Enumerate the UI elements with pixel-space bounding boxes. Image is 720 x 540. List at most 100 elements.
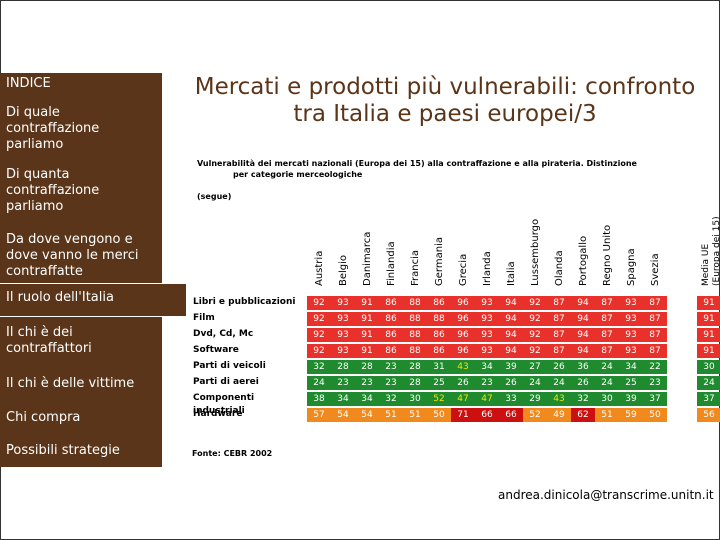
- table-cell: 94: [571, 312, 595, 326]
- table-cell: 26: [571, 376, 595, 390]
- table-cell: 87: [547, 328, 571, 342]
- table-cell: 33: [499, 392, 523, 406]
- table-cell: 47: [451, 392, 475, 406]
- table-cell: 50: [643, 408, 667, 422]
- table-cell: 66: [475, 408, 499, 422]
- table-cell: 28: [355, 360, 379, 374]
- table-cell: 52: [427, 392, 451, 406]
- row-label: Libri e pubblicazioni: [193, 297, 296, 307]
- sidebar-item-da-dove[interactable]: Da dove vengono e dove vanno le merci co…: [6, 232, 139, 279]
- column-header-label: Regno Unito: [602, 224, 613, 286]
- column-header-label: Francia: [410, 249, 421, 286]
- table-cell: 38: [307, 392, 331, 406]
- table-cell: 91: [355, 296, 379, 310]
- table-cell: 92: [307, 296, 331, 310]
- column-header-label: Media UE (Europa dei 15): [701, 216, 720, 286]
- table-cell: 93: [475, 344, 499, 358]
- table-cell: 87: [547, 344, 571, 358]
- page-title: Mercati e prodotti più vulnerabili: conf…: [194, 74, 696, 127]
- column-header-label: Svezia: [650, 253, 661, 286]
- table-cell: 23: [379, 376, 403, 390]
- table-cell: 88: [427, 312, 451, 326]
- sidebar-item-chi-compra[interactable]: Chi compra: [6, 410, 81, 425]
- table-cell: 87: [643, 312, 667, 326]
- table-cell: 92: [307, 312, 331, 326]
- table-cell: 50: [427, 408, 451, 422]
- column-header: Francia: [403, 216, 425, 286]
- table-cell: 39: [499, 360, 523, 374]
- table-cell: 27: [523, 360, 547, 374]
- table-cell: 93: [619, 328, 643, 342]
- table-cell: 24: [307, 376, 331, 390]
- column-header-label: Germania: [434, 237, 445, 286]
- table-cell: 93: [331, 328, 355, 342]
- table-cell: 71: [451, 408, 475, 422]
- table-cell: 92: [523, 312, 547, 326]
- column-header: Lussemburgo: [523, 216, 545, 286]
- column-header-label: Austria: [314, 250, 325, 286]
- column-header: Germania: [427, 216, 449, 286]
- footer-email[interactable]: andrea.dinicola@transcrime.unitn.it: [498, 488, 714, 502]
- table-cell: 87: [595, 296, 619, 310]
- column-header: Portogallo: [571, 216, 593, 286]
- table-cell: 93: [475, 328, 499, 342]
- table-cell: 91: [355, 312, 379, 326]
- table-cell: 24: [595, 376, 619, 390]
- column-header: Grecia: [451, 216, 473, 286]
- column-header: Finlandia: [379, 216, 401, 286]
- sidebar-item-quale[interactable]: Di quale contraffazione parliamo: [6, 105, 100, 152]
- column-header-label: Grecia: [458, 253, 469, 286]
- table-cell: 91: [355, 328, 379, 342]
- table-cell: 94: [571, 344, 595, 358]
- table-cell: 94: [499, 344, 523, 358]
- column-header-label: Italia: [506, 261, 517, 286]
- table-cell: 87: [595, 344, 619, 358]
- table-cell: 92: [307, 344, 331, 358]
- table-cell: 28: [403, 376, 427, 390]
- table-cell: 37: [643, 392, 667, 406]
- table-cell: 91: [697, 296, 720, 310]
- table-cell: 87: [595, 312, 619, 326]
- table-cell: 87: [547, 296, 571, 310]
- table-cell: 32: [379, 392, 403, 406]
- table-cell: 86: [427, 296, 451, 310]
- table-cell: 32: [571, 392, 595, 406]
- table-cell: 96: [451, 312, 475, 326]
- table-cell: 26: [547, 360, 571, 374]
- table-cell: 62: [571, 408, 595, 422]
- table-cell: 24: [547, 376, 571, 390]
- table-cell: 88: [403, 296, 427, 310]
- table-cell: 39: [619, 392, 643, 406]
- sidebar-item-chi-vittime[interactable]: Il chi è delle vittime: [6, 376, 135, 391]
- table-cell: 37: [697, 392, 720, 406]
- table-subtitle: Vulnerabilità dei mercati nazionali (Eur…: [197, 158, 677, 180]
- row-label: Parti di aerei: [193, 377, 259, 387]
- table-cell: 34: [475, 360, 499, 374]
- table-cell: 49: [547, 408, 571, 422]
- column-header: Austria: [307, 216, 329, 286]
- row-label: Software: [193, 345, 239, 355]
- table-cell: 86: [379, 344, 403, 358]
- segue-label: (segue): [197, 192, 232, 201]
- table-cell: 25: [427, 376, 451, 390]
- sidebar-item-indice[interactable]: INDICE: [6, 76, 51, 91]
- column-header: Danimarca: [355, 216, 377, 286]
- table-cell: 26: [499, 376, 523, 390]
- table-cell: 93: [475, 296, 499, 310]
- table-cell: 23: [355, 376, 379, 390]
- table-cell: 31: [427, 360, 451, 374]
- sidebar-item-ruolo-italia[interactable]: Il ruolo dell'Italia: [0, 283, 187, 317]
- sidebar-item-ruolo-italia-label: Il ruolo dell'Italia: [6, 290, 114, 305]
- sidebar-item-quanta[interactable]: Di quanta contraffazione parliamo: [6, 167, 100, 214]
- table-cell: 26: [451, 376, 475, 390]
- table-cell: 87: [547, 312, 571, 326]
- table-cell: 91: [697, 328, 720, 342]
- column-header-label: Irlanda: [482, 251, 493, 286]
- sidebar-item-strategie[interactable]: Possibili strategie: [6, 443, 120, 458]
- table-cell: 93: [619, 312, 643, 326]
- table-cell: 94: [571, 328, 595, 342]
- row-label: Componenti industriali: [193, 393, 255, 416]
- column-header: Olanda: [547, 216, 569, 286]
- sidebar-item-chi-contraffattori[interactable]: Il chi è dei contraffattori: [6, 325, 92, 356]
- table-cell: 86: [427, 344, 451, 358]
